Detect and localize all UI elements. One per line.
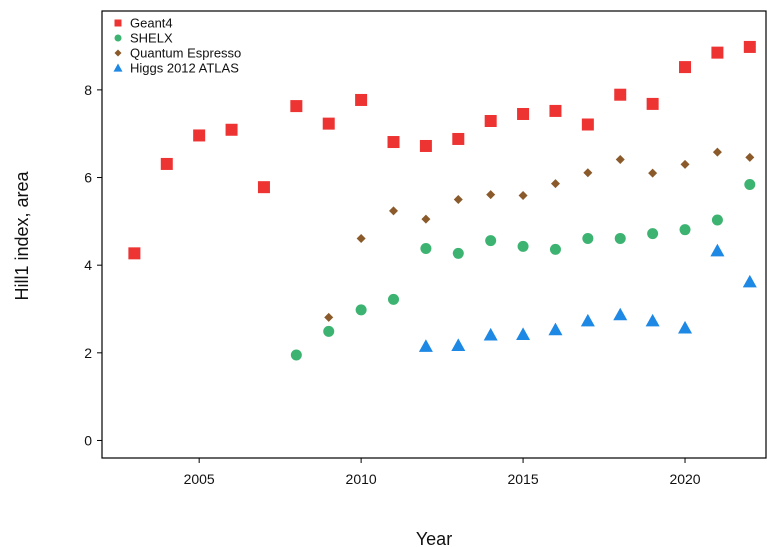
geant4-point [743,40,756,53]
geant4-point [387,136,400,149]
plot-frame [101,10,767,459]
geant4-point [257,181,270,194]
x-tick-label: 2010 [346,471,377,487]
x-tick-label: 2020 [669,471,700,487]
geant4-point [160,157,173,170]
shelx-point [711,214,723,226]
axis-ticks: 2005 2010 2015 2020 0 2 4 6 8 [84,82,701,487]
legend-geant4-label: Geant4 [130,16,173,31]
x-axis-title: Year [416,529,452,547]
quantum-espresso-point [583,168,593,178]
higgs-2012-atlas-point [645,313,660,327]
quantum-espresso-point [712,147,722,157]
higgs-2012-atlas-point [548,322,563,336]
geant4-point [679,61,692,74]
geant4-point [517,107,530,120]
legend-shelx-marker [114,34,122,42]
quantum-espresso-point [648,168,658,178]
geant4-point [419,139,432,152]
y-tick-label: 2 [84,345,92,361]
higgs-2012-atlas-point [678,320,693,334]
geant4-point [452,132,465,145]
quantum-espresso-point [745,152,755,162]
legend-higgs-2012-atlas-label: Higgs 2012 ATLAS [130,61,239,76]
geant4-point [646,97,659,110]
quantum-espresso-point [453,194,463,204]
higgs-2012-atlas-point [613,307,628,321]
shelx-point [647,228,659,240]
shelx-point [323,325,335,337]
shelx-point [290,349,302,361]
legend-higgs-2012-atlas-marker [113,63,123,72]
legend-shelx-label: SHELX [130,31,173,46]
quantum-espresso-point [324,312,334,322]
shelx-point [452,247,464,259]
geant4-point [290,100,303,113]
higgs-2012-atlas-point [418,339,433,352]
y-tick-label: 6 [84,170,92,186]
shelx-point [355,304,367,316]
shelx-point [679,224,691,236]
geant4-point [484,114,497,127]
y-axis-title: Hill1 index, area [12,170,32,300]
shelx-point [582,232,594,244]
quantum-espresso-point [389,206,399,216]
higgs-2012-atlas-point [580,313,595,327]
shelx-point [549,243,561,255]
geant4-point [193,129,206,142]
x-tick-label: 2005 [184,471,215,487]
shelx-point [614,232,626,244]
shelx-point [485,235,497,247]
geant4-point [225,123,238,136]
y-tick-label: 8 [84,82,92,98]
data-marks [128,40,757,361]
quantum-espresso-point [615,155,625,165]
geant4-point [614,88,627,101]
geant4-point [355,93,368,106]
quantum-espresso-point [680,159,690,169]
higgs-2012-atlas-point [451,338,466,351]
geant4-point [322,117,335,130]
geant4-point [549,104,562,117]
geant4-point [581,118,594,131]
quantum-espresso-point [486,190,496,200]
quantum-espresso-point [518,190,528,200]
legend-quantum-espresso-label: Quantum Espresso [130,46,241,61]
quantum-espresso-point [421,214,431,224]
shelx-point [517,240,529,252]
x-tick-label: 2015 [507,471,538,487]
higgs-2012-atlas-point [742,274,757,288]
y-tick-label: 0 [84,432,92,448]
y-tick-label: 4 [84,257,92,273]
higgs-2012-atlas-point [710,243,725,257]
quantum-espresso-point [356,233,366,243]
shelx-point [420,243,432,255]
higgs-2012-atlas-point [483,327,498,341]
shelx-point [744,179,756,191]
geant4-point [711,46,724,59]
legend-geant4-marker [114,19,122,27]
quantum-espresso-point [550,179,560,189]
shelx-point [388,293,400,305]
legend-quantum-espresso-marker [114,49,122,57]
higgs-2012-atlas-point [516,327,531,341]
geant4-point [128,247,141,260]
